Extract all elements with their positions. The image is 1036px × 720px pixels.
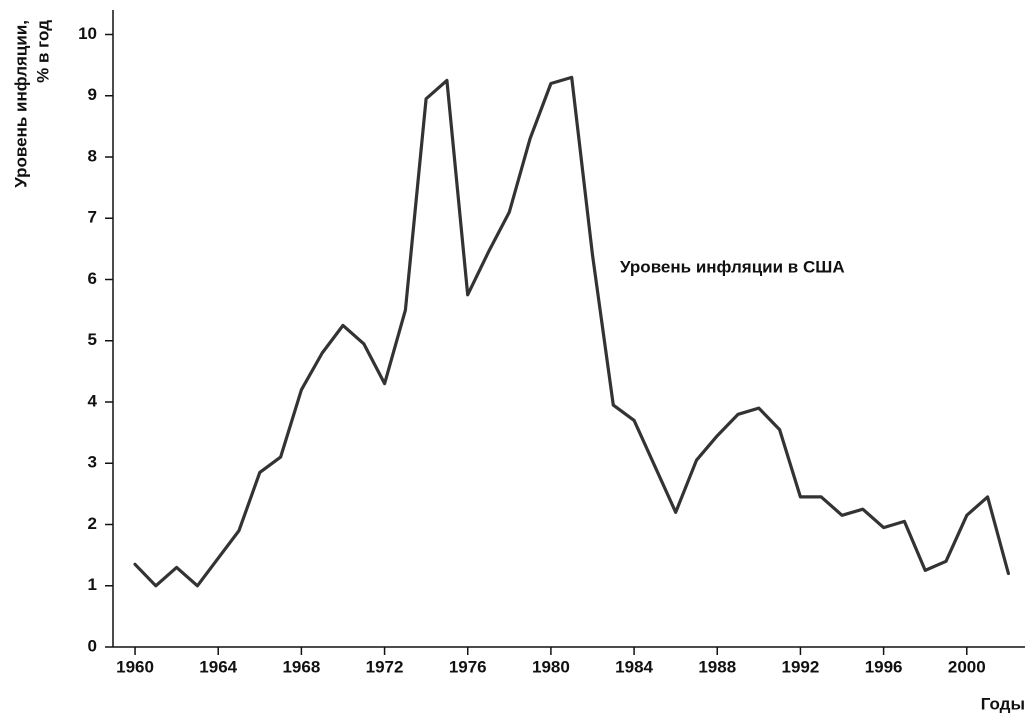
y-tick-label: 7 (88, 208, 97, 227)
y-tick-label: 0 (88, 636, 97, 655)
x-tick-label: 1980 (532, 657, 570, 676)
y-axis-label: % в год (33, 20, 52, 83)
y-tick-label: 8 (88, 146, 97, 165)
y-tick-label: 5 (88, 330, 97, 349)
data-line (133, 75, 1010, 588)
y-tick-label: 6 (88, 269, 97, 288)
y-tick-label: 1 (88, 575, 97, 594)
x-tick-label: 1996 (865, 657, 903, 676)
x-axis-label: Годы (981, 694, 1025, 713)
annotation: Уровень инфляции в США (620, 257, 845, 276)
y-axis-label: Уровень инфляции, (11, 20, 30, 188)
x-tick-label: 1972 (366, 657, 404, 676)
x-tick-label: 1968 (282, 657, 320, 676)
y-tick-label: 9 (88, 85, 97, 104)
x-tick-label: 1960 (116, 657, 154, 676)
x-tick-label: 2000 (948, 657, 986, 676)
x-tick-label: 1984 (615, 657, 653, 676)
y-tick-label: 4 (88, 391, 98, 410)
y-tick-label: 10 (78, 24, 97, 43)
x-tick-label: 1988 (698, 657, 736, 676)
x-tick-label: 1976 (449, 657, 487, 676)
x-tick-label: 1964 (199, 657, 237, 676)
y-tick-label: 3 (88, 453, 97, 472)
x-tick-label: 1992 (782, 657, 820, 676)
y-tick-label: 2 (88, 514, 97, 533)
